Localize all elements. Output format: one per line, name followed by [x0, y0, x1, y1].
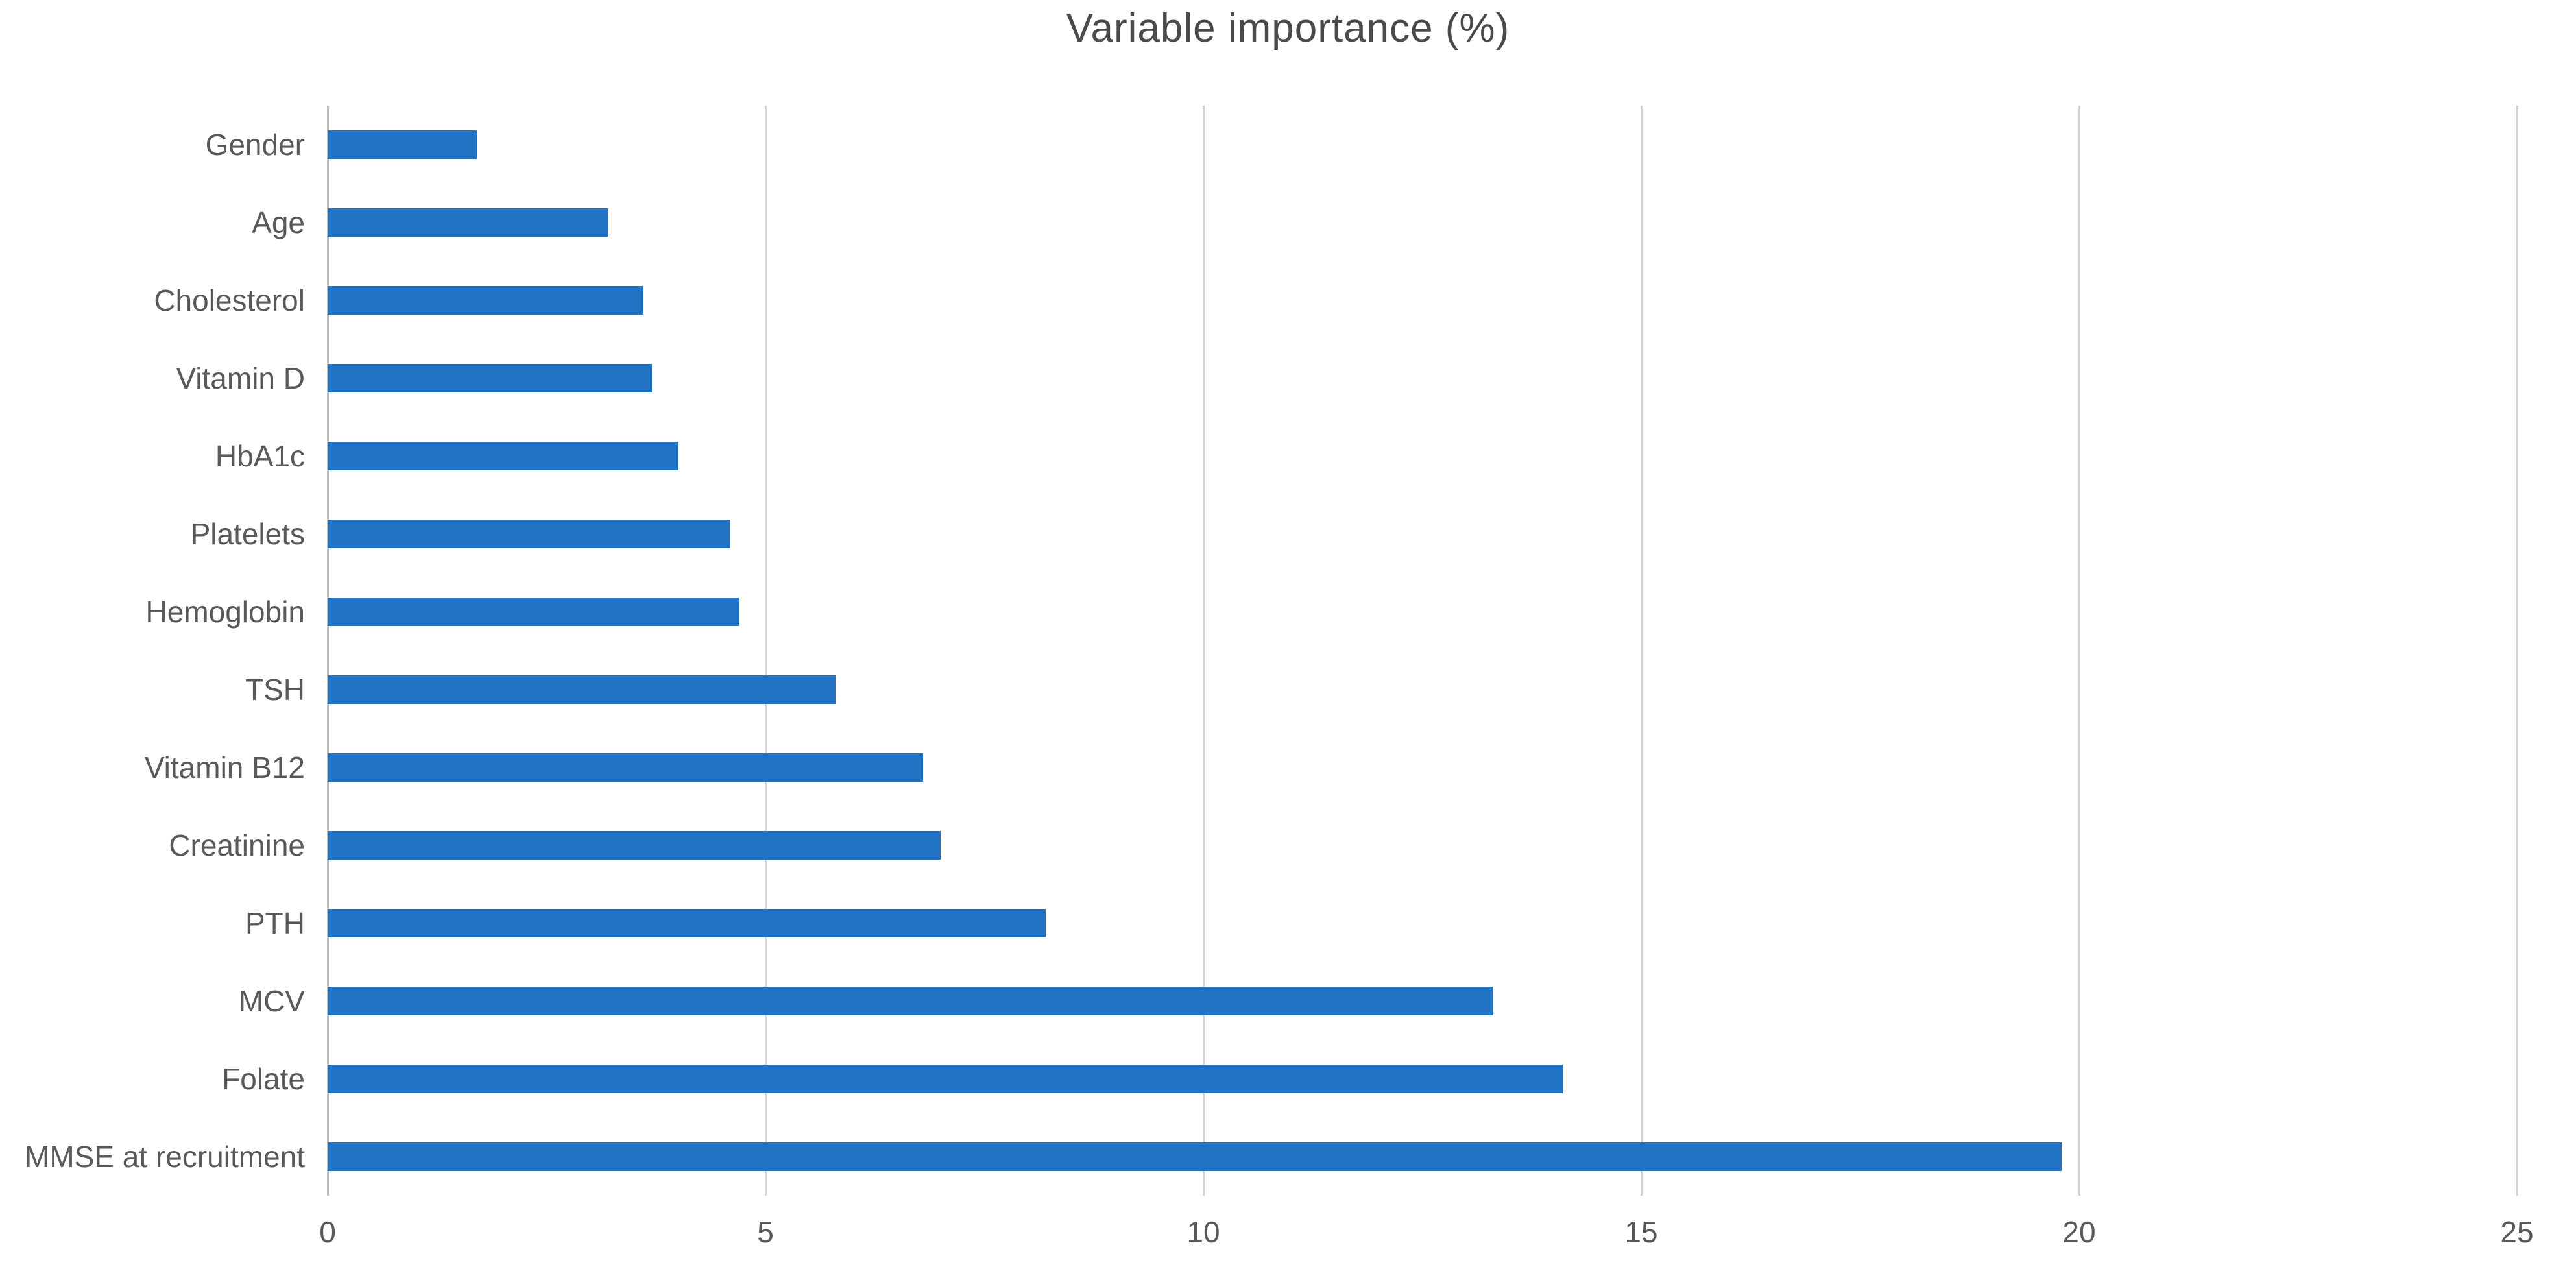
category-label-gender: Gender — [205, 128, 305, 162]
gridline-15 — [1641, 106, 1643, 1196]
chart-title: Variable importance (%) — [1066, 6, 1510, 51]
gridline-20 — [2078, 106, 2080, 1196]
bar-tsh — [328, 675, 836, 704]
category-label-cholesterol: Cholesterol — [154, 284, 305, 317]
x-tick-label-20: 20 — [2062, 1215, 2096, 1249]
category-label-pth: PTH — [245, 906, 305, 940]
x-tick-label-25: 25 — [2500, 1215, 2534, 1249]
gridline-10 — [1203, 106, 1205, 1196]
bar-platelets — [328, 520, 730, 548]
bar-hba1c — [328, 442, 678, 470]
gridline-25 — [2516, 106, 2518, 1196]
bar-pth — [328, 909, 1046, 937]
category-label-vitamin-b12: Vitamin B12 — [144, 751, 305, 784]
category-label-vitamin-d: Vitamin D — [176, 361, 305, 395]
value-axis-line — [327, 106, 329, 1196]
bar-vitamin-b12 — [328, 753, 923, 782]
bar-creatinine — [328, 831, 941, 860]
gridline-5 — [765, 106, 767, 1196]
bar-vitamin-d — [328, 364, 652, 392]
x-tick-label-10: 10 — [1186, 1215, 1220, 1249]
category-label-platelets: Platelets — [190, 517, 305, 551]
x-tick-label-5: 5 — [757, 1215, 774, 1249]
bar-age — [328, 208, 608, 237]
category-label-folate: Folate — [222, 1062, 305, 1096]
plot-area — [327, 106, 2518, 1196]
x-tick-label-15: 15 — [1624, 1215, 1658, 1249]
bar-cholesterol — [328, 286, 643, 315]
category-label-hemoglobin: Hemoglobin — [145, 595, 305, 629]
category-label-creatinine: Creatinine — [169, 828, 305, 862]
bar-folate — [328, 1065, 1563, 1093]
category-label-mmse-at-recruitment: MMSE at recruitment — [25, 1140, 305, 1174]
bar-mmse-at-recruitment — [328, 1142, 2062, 1171]
bar-mcv — [328, 987, 1493, 1015]
category-label-tsh: TSH — [245, 673, 305, 706]
category-label-hba1c: HbA1c — [215, 439, 305, 473]
category-label-age: Age — [252, 206, 305, 239]
x-tick-label-0: 0 — [319, 1215, 336, 1249]
bar-gender — [328, 130, 477, 159]
bar-hemoglobin — [328, 598, 740, 626]
category-label-mcv: MCV — [238, 984, 305, 1018]
